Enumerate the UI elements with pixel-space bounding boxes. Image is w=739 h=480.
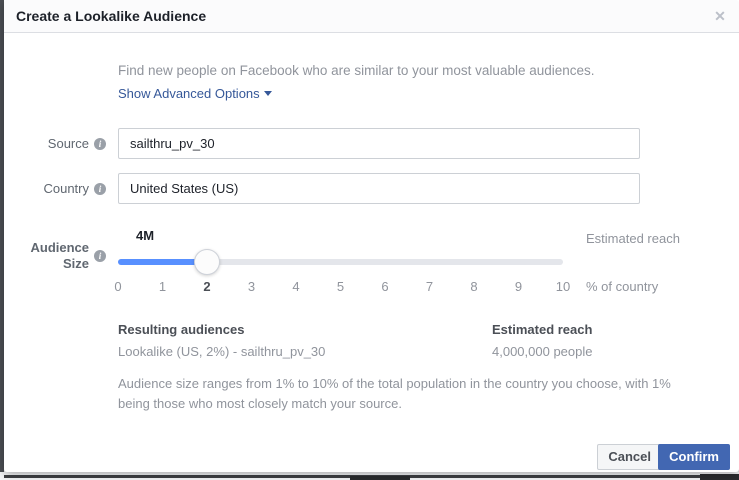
resulting-audiences-header: Resulting audiences bbox=[118, 322, 245, 337]
country-label: Country bbox=[43, 181, 89, 196]
background-text-fragment bbox=[700, 474, 739, 480]
slider-tick-label: 9 bbox=[514, 279, 523, 294]
audience-size-slider-handle[interactable] bbox=[194, 249, 220, 275]
country-label-group: Country i bbox=[4, 173, 106, 204]
info-icon[interactable]: i bbox=[94, 137, 106, 150]
country-input[interactable] bbox=[118, 173, 640, 204]
slider-tick-label: 0 bbox=[114, 279, 122, 294]
dialog-description: Find new people on Facebook who are simi… bbox=[118, 63, 595, 78]
slider-tick-label: 10 bbox=[555, 279, 571, 294]
slider-filled-track bbox=[118, 259, 207, 265]
confirm-button[interactable]: Confirm bbox=[658, 444, 730, 470]
slider-tick-label: 1 bbox=[158, 279, 167, 294]
estimated-reach-value: 4,000,000 people bbox=[492, 344, 593, 359]
show-advanced-options-label: Show Advanced Options bbox=[118, 86, 260, 101]
audience-size-label: Audience Size bbox=[30, 240, 89, 271]
source-label: Source bbox=[47, 136, 89, 151]
create-lookalike-audience-dialog: Create a Lookalike Audience ✕ Find new p… bbox=[4, 0, 739, 472]
dialog-title: Create a Lookalike Audience bbox=[16, 8, 207, 24]
estimated-reach-header: Estimated reach bbox=[492, 322, 593, 337]
source-input[interactable] bbox=[118, 128, 640, 159]
slider-tick-labels: 0 1 2 3 4 5 6 7 8 9 10 bbox=[108, 279, 573, 294]
slider-tick-label: 6 bbox=[381, 279, 389, 294]
slider-tick-label: 7 bbox=[425, 279, 434, 294]
close-icon[interactable]: ✕ bbox=[714, 8, 726, 24]
slider-tick-label: 8 bbox=[470, 279, 478, 294]
resulting-audiences-value: Lookalike (US, 2%) - sailthru_pv_30 bbox=[118, 344, 326, 359]
cancel-button[interactable]: Cancel bbox=[597, 444, 662, 470]
source-label-group: Source i bbox=[4, 128, 106, 159]
slider-tick-label: 4 bbox=[292, 279, 300, 294]
background-left-strip bbox=[0, 0, 4, 480]
slider-tick-label: 5 bbox=[336, 279, 345, 294]
audience-size-note: Audience size ranges from 1% to 10% of t… bbox=[118, 376, 671, 411]
show-advanced-options-link[interactable]: Show Advanced Options bbox=[118, 86, 272, 101]
background-text-fragment bbox=[350, 476, 410, 480]
slider-tick-label: 3 bbox=[247, 279, 256, 294]
dialog-header: Create a Lookalike Audience ✕ bbox=[4, 0, 739, 33]
info-icon[interactable]: i bbox=[94, 250, 106, 262]
slider-tick-label: 2 bbox=[203, 279, 211, 294]
audience-size-slider-track[interactable] bbox=[118, 259, 563, 265]
percent-of-country-label: % of country bbox=[586, 279, 659, 294]
caret-down-icon bbox=[263, 91, 272, 96]
slider-current-value-label: 4M bbox=[136, 228, 155, 243]
info-icon[interactable]: i bbox=[94, 182, 106, 195]
estimated-reach-label: Estimated reach bbox=[586, 231, 680, 246]
audience-size-label-group: Audience Size i bbox=[4, 240, 106, 272]
